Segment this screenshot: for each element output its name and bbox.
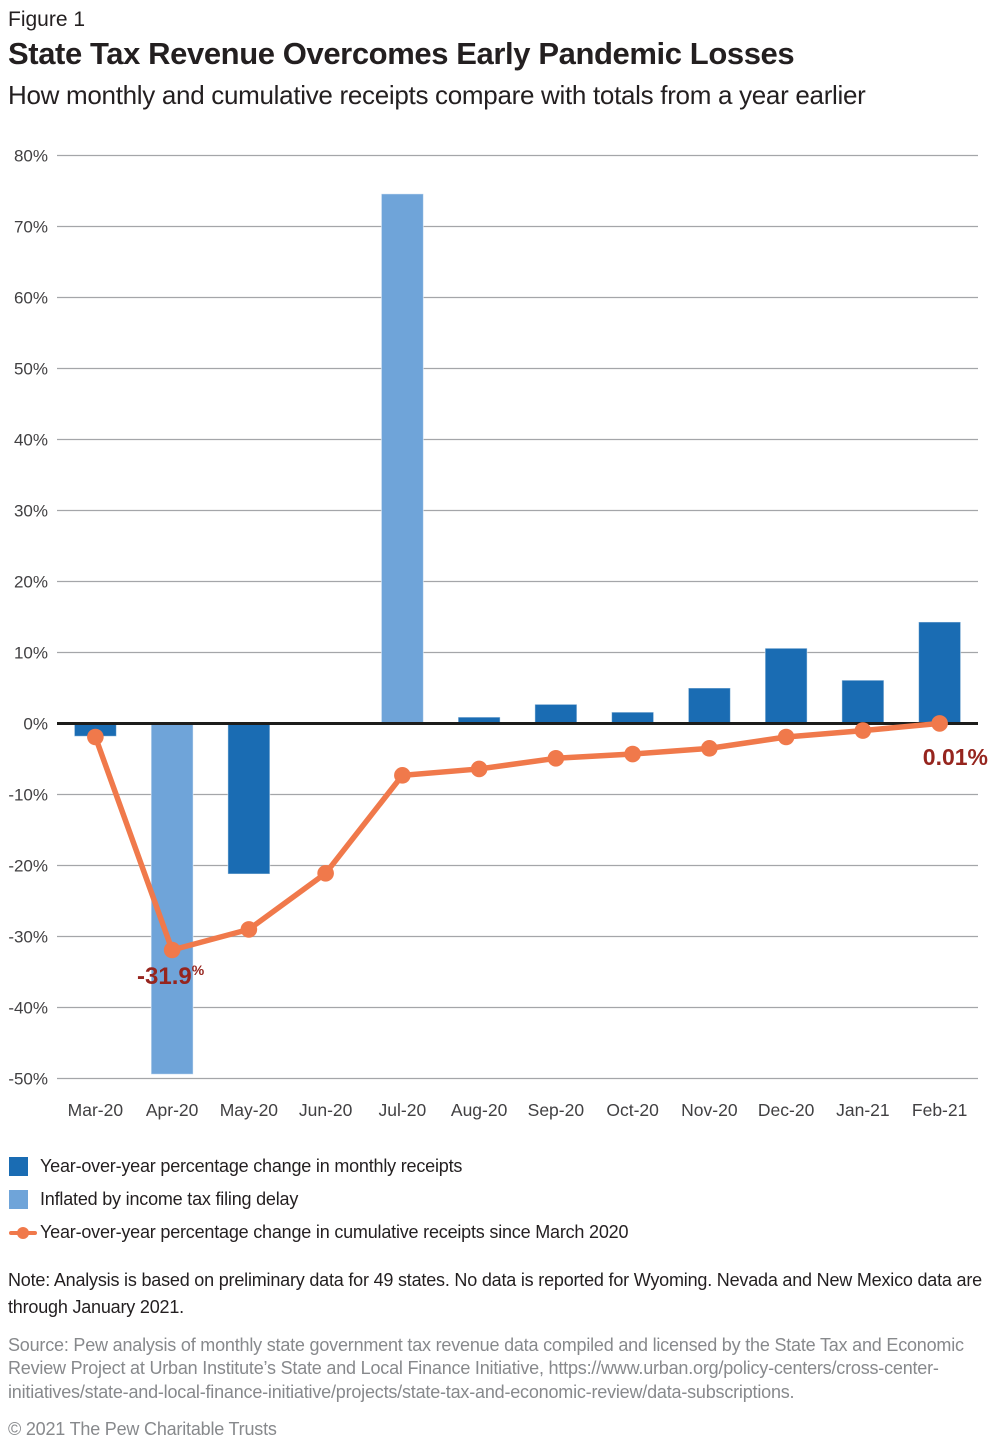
y-axis-label--30: -30% (8, 928, 48, 947)
y-axis-label-0: 0% (23, 715, 48, 734)
bar-Sep-20 (534, 703, 578, 725)
annotation-april-low: -31.9% (137, 962, 204, 991)
x-axis-label-Mar-20: Mar-20 (68, 1100, 124, 1120)
point-Oct-20 (624, 745, 641, 763)
x-axis-label-Feb-21: Feb-21 (912, 1100, 967, 1120)
bar-Apr-20 (150, 723, 194, 1075)
y-axis-label-40: 40% (14, 431, 48, 450)
y-axis-label--50: -50% (8, 1070, 48, 1089)
note-text: Note: Analysis is based on preliminary d… (8, 1270, 982, 1317)
point-Aug-20 (470, 760, 488, 778)
point-Jul-20 (394, 767, 411, 784)
point-Jan-21 (854, 722, 872, 739)
x-axis-label-Jun-20: Jun-20 (299, 1100, 353, 1120)
bar-Jul-20 (380, 193, 424, 724)
footer-block: Note: Analysis is based on preliminary d… (8, 1267, 986, 1440)
y-axis-label-70: 70% (14, 218, 48, 237)
annotation-april-low-value: -31.9 (137, 963, 192, 990)
legend-item-inflated: Inflated by income tax filing delay (9, 1189, 628, 1209)
monthly-bar-swatch (9, 1157, 28, 1176)
bar-May-20 (227, 723, 271, 875)
bar-Jan-21 (841, 679, 885, 725)
annotation-feb-final-value: 0.01% (922, 744, 988, 770)
x-axis-label-May-20: May-20 (220, 1100, 279, 1120)
figure-label: Figure 1 (8, 8, 86, 31)
x-axis-label-Oct-20: Oct-20 (606, 1100, 659, 1120)
x-axis-label-Apr-20: Apr-20 (146, 1100, 199, 1120)
y-axis-label-80: 80% (14, 147, 48, 166)
y-axis-label--20: -20% (8, 857, 48, 876)
bar-Oct-20 (611, 711, 655, 725)
point-Dec-20 (777, 728, 795, 746)
x-axis-label-Dec-20: Dec-20 (758, 1100, 815, 1120)
y-axis-label--40: -40% (8, 999, 48, 1018)
copyright-text: © 2021 The Pew Charitable Trusts (8, 1419, 277, 1440)
y-axis-label-30: 30% (14, 502, 48, 521)
x-axis-label-Jan-21: Jan-21 (836, 1100, 890, 1120)
x-axis-label-Nov-20: Nov-20 (681, 1100, 738, 1120)
point-Mar-20 (87, 728, 104, 746)
legend-item-cumulative-receipts: Year-over-year percentage change in cumu… (9, 1222, 629, 1242)
source-text: Source: Pew analysis of monthly state go… (8, 1335, 964, 1402)
point-Feb-21 (931, 715, 948, 732)
chart-canvas: 80% 70% 60% 50% 40% 30% 20% 10% 0% -10% -20% -30% -4… (8, 147, 978, 1120)
inflated-bar-swatch (9, 1190, 28, 1209)
point-Apr-20 (163, 941, 181, 959)
annotation-feb-final: 0.01% (908, 744, 988, 771)
bar-Dec-20 (764, 647, 808, 724)
point-Sep-20 (547, 749, 565, 767)
legend-label-cumulative-receipts: Year-over-year percentage change in cumu… (40, 1222, 629, 1242)
bar-Feb-21 (918, 621, 962, 724)
chart-subtitle: How monthly and cumulative receipts comp… (8, 80, 866, 110)
legend-label-inflated: Inflated by income tax filing delay (40, 1189, 299, 1209)
legend-item-monthly-receipts: Year-over-year percentage change in mont… (9, 1156, 628, 1176)
chart-title: State Tax Revenue Overcomes Early Pandem… (8, 36, 795, 71)
legend-label-monthly-receipts: Year-over-year percentage change in mont… (40, 1156, 463, 1176)
point-Nov-20 (701, 740, 718, 757)
x-axis-label-Sep-20: Sep-20 (528, 1100, 585, 1120)
chart-legend: Year-over-year percentage change in mont… (9, 1156, 629, 1256)
cumulative-line (92, 720, 943, 953)
cumulative-line-swatch (9, 1223, 37, 1242)
y-axis-label-50: 50% (14, 360, 48, 379)
point-Jun-20 (317, 865, 334, 882)
bar-Nov-20 (687, 687, 731, 724)
x-axis-label-Aug-20: Aug-20 (451, 1100, 508, 1120)
x-axis-label-Jul-20: Jul-20 (379, 1100, 427, 1120)
annotation-april-low-suffix: % (191, 962, 205, 978)
point-May-20 (240, 921, 258, 938)
cumulative-line-swatch-dot (17, 1226, 29, 1239)
y-axis-label-60: 60% (14, 289, 48, 308)
y-axis-label-10: 10% (14, 644, 48, 663)
y-axis-label--10: -10% (8, 786, 48, 805)
y-axis-label-20: 20% (14, 573, 48, 592)
